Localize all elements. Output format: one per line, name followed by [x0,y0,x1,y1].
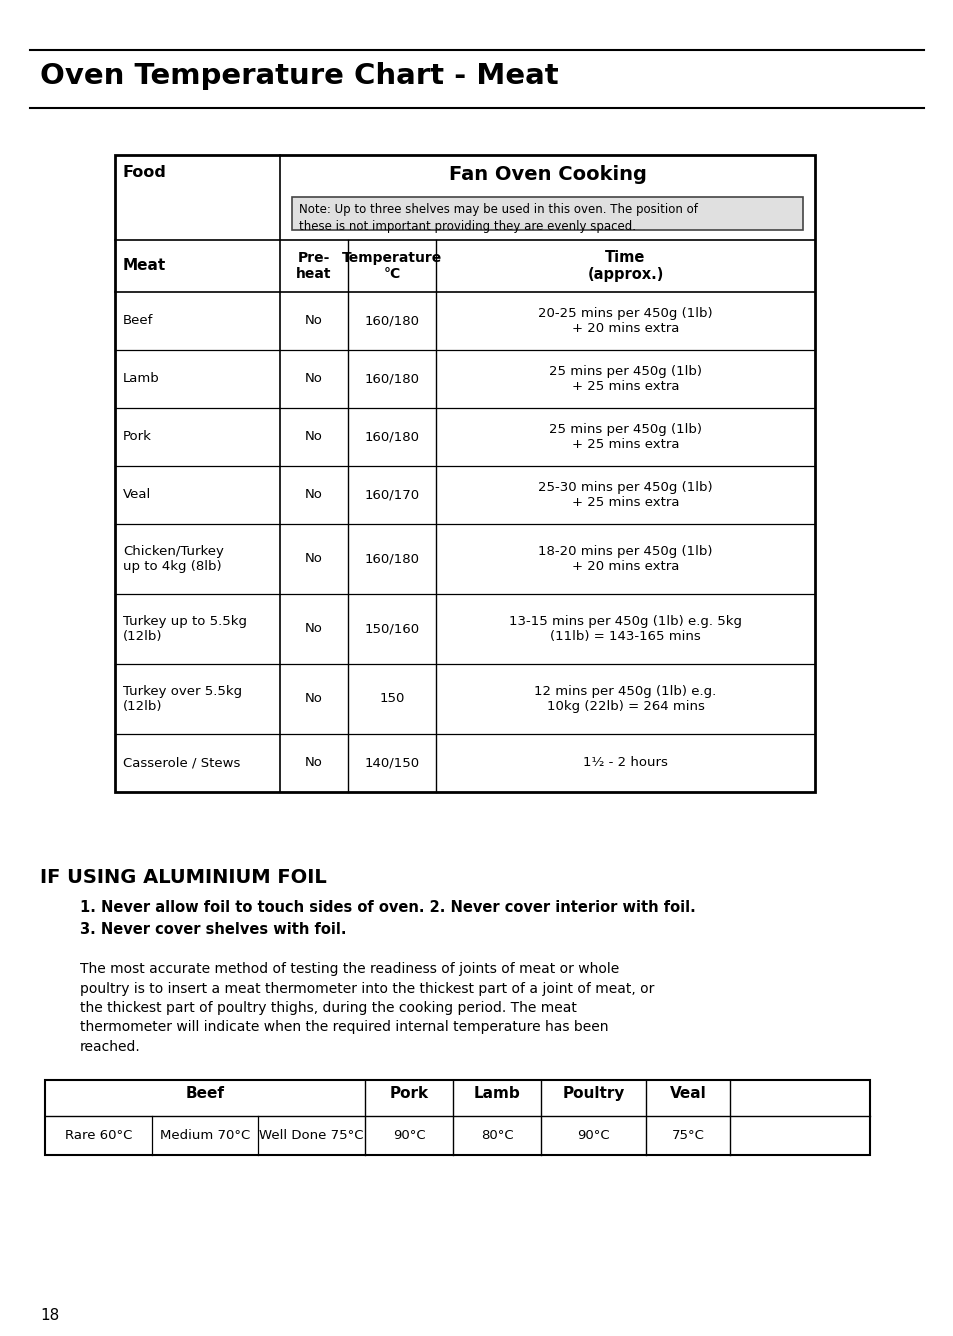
Text: Temperature
°C: Temperature °C [341,251,441,281]
Text: 25 mins per 450g (1lb)
+ 25 mins extra: 25 mins per 450g (1lb) + 25 mins extra [548,365,701,393]
Text: Veal: Veal [669,1086,705,1101]
Text: Fan Oven Cooking: Fan Oven Cooking [448,166,646,184]
Text: Veal: Veal [123,489,152,501]
Text: Poultry: Poultry [561,1086,624,1101]
Text: Meat: Meat [123,258,166,274]
Text: Lamb: Lamb [473,1086,519,1101]
Text: Casserole / Stews: Casserole / Stews [123,756,240,770]
Text: No: No [305,756,323,770]
Text: 25-30 mins per 450g (1lb)
+ 25 mins extra: 25-30 mins per 450g (1lb) + 25 mins extr… [537,481,712,509]
Text: Pork: Pork [123,430,152,444]
Text: 160/180: 160/180 [364,373,419,386]
Text: 140/150: 140/150 [364,756,419,770]
Text: 160/180: 160/180 [364,314,419,327]
Text: 18: 18 [40,1308,59,1323]
Bar [292,196,802,230]
Text: 3. Never cover shelves with foil.: 3. Never cover shelves with foil. [80,922,346,937]
Text: 25 mins per 450g (1lb)
+ 25 mins extra: 25 mins per 450g (1lb) + 25 mins extra [548,424,701,452]
Text: No: No [305,623,323,636]
Text: Medium 70°C: Medium 70°C [160,1129,250,1142]
Text: No: No [305,430,323,444]
Text: 75°C: 75°C [671,1129,703,1142]
Text: 90°C: 90°C [577,1129,609,1142]
Text: No: No [305,373,323,386]
Text: No: No [305,553,323,565]
Text: Oven Temperature Chart - Meat: Oven Temperature Chart - Meat [40,61,558,90]
Text: Lamb: Lamb [123,373,159,386]
Text: 150/160: 150/160 [364,623,419,636]
Text: Note: Up to three shelves may be used in this oven. The position of
these is not: Note: Up to three shelves may be used in… [298,203,698,232]
Text: 150: 150 [379,692,404,705]
Text: No: No [305,692,323,705]
Text: Food: Food [123,166,167,180]
Text: No: No [305,314,323,327]
Text: Rare 60°C: Rare 60°C [65,1129,132,1142]
Text: Turkey over 5.5kg
(12lb): Turkey over 5.5kg (12lb) [123,685,242,713]
Text: Beef: Beef [185,1086,224,1101]
Text: 160/180: 160/180 [364,430,419,444]
Text: 80°C: 80°C [480,1129,513,1142]
Bar [45,1079,869,1156]
Text: Well Done 75°C: Well Done 75°C [259,1129,363,1142]
Text: 160/180: 160/180 [364,553,419,565]
Text: 1. Never allow foil to touch sides of oven. 2. Never cover interior with foil.: 1. Never allow foil to touch sides of ov… [80,900,695,915]
Text: 1½ - 2 hours: 1½ - 2 hours [582,756,667,770]
Text: Beef: Beef [123,314,153,327]
Text: 18-20 mins per 450g (1lb)
+ 20 mins extra: 18-20 mins per 450g (1lb) + 20 mins extr… [537,545,712,573]
Text: No: No [305,489,323,501]
Text: 90°C: 90°C [393,1129,425,1142]
Text: Pork: Pork [389,1086,428,1101]
Text: Time
(approx.): Time (approx.) [587,250,663,282]
Text: Turkey up to 5.5kg
(12lb): Turkey up to 5.5kg (12lb) [123,615,247,643]
Bar [115,155,814,792]
Text: Pre-
heat: Pre- heat [296,251,332,281]
Text: IF USING ALUMINIUM FOIL: IF USING ALUMINIUM FOIL [40,868,327,887]
Text: 13-15 mins per 450g (1lb) e.g. 5kg
(11lb) = 143-165 mins: 13-15 mins per 450g (1lb) e.g. 5kg (11lb… [509,615,741,643]
Text: The most accurate method of testing the readiness of joints of meat or whole
pou: The most accurate method of testing the … [80,962,654,1054]
Text: Chicken/Turkey
up to 4kg (8lb): Chicken/Turkey up to 4kg (8lb) [123,545,224,573]
Text: 12 mins per 450g (1lb) e.g.
10kg (22lb) = 264 mins: 12 mins per 450g (1lb) e.g. 10kg (22lb) … [534,685,716,713]
Text: 20-25 mins per 450g (1lb)
+ 20 mins extra: 20-25 mins per 450g (1lb) + 20 mins extr… [537,307,712,335]
Text: 160/170: 160/170 [364,489,419,501]
